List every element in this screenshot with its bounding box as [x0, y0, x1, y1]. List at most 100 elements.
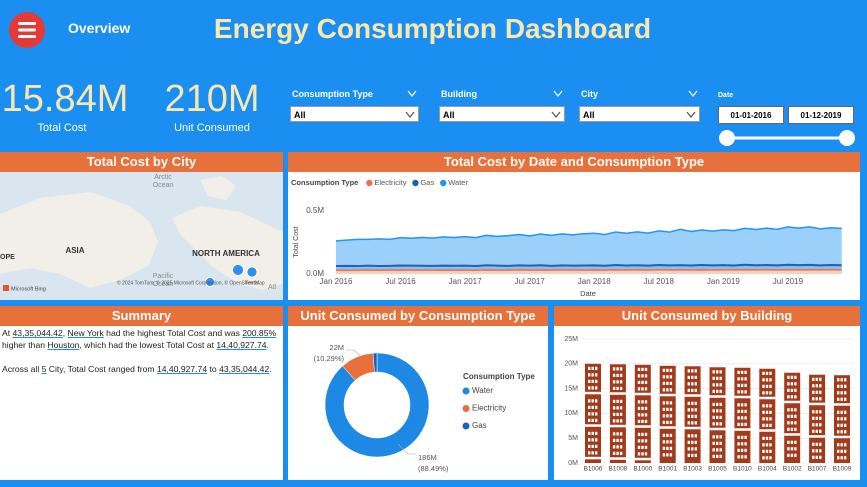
donut-segment: [372, 352, 378, 373]
window: [765, 410, 769, 414]
window: [765, 404, 769, 408]
filter-dropdown[interactable]: All: [439, 106, 565, 122]
building-gap: [609, 424, 626, 428]
bar-panel: Unit Consumed by Building 0M 5M 10M 15M 20M 2…: [554, 306, 860, 480]
summary-text: had the highest Total Cost and was: [103, 328, 243, 338]
window: [840, 397, 843, 401]
window: [641, 387, 644, 391]
window: [840, 384, 843, 388]
summary-value: 5: [41, 364, 47, 374]
window: [765, 391, 769, 395]
window: [740, 416, 744, 420]
building-gap: [659, 426, 676, 429]
window: [595, 373, 598, 377]
nav-overview[interactable]: Overview: [68, 20, 131, 36]
window: [740, 370, 744, 374]
window: [787, 421, 790, 425]
window: [694, 401, 697, 405]
summary-value: 43,35,044.42: [12, 328, 63, 338]
window: [765, 423, 769, 427]
window: [812, 410, 815, 414]
window: [744, 455, 747, 459]
legend-swatch: [462, 387, 470, 395]
window: [769, 417, 772, 421]
window: [719, 376, 722, 380]
window: [737, 448, 740, 452]
date-start[interactable]: 01-01-2016: [718, 106, 784, 124]
window: [790, 388, 794, 392]
area-panel: Total Cost by Date and Consumption Type …: [288, 152, 860, 300]
building-gap: [585, 424, 601, 427]
window: [712, 402, 715, 406]
window: [616, 445, 619, 449]
window: [762, 378, 765, 382]
window: [844, 378, 847, 382]
map-label: Pacific: [153, 273, 174, 280]
x-tick-label: Jan 2019: [707, 277, 740, 286]
window: [819, 455, 822, 459]
window: [588, 412, 591, 416]
window: [694, 453, 697, 457]
window: [737, 442, 740, 446]
window: [794, 375, 797, 379]
summary-panel: Summary At 43,35,044.42, New York had th…: [0, 306, 283, 480]
leader-line: [346, 349, 361, 357]
chevron: [686, 111, 696, 118]
window: [669, 375, 673, 379]
window: [616, 386, 619, 390]
window: [591, 412, 594, 416]
x-tick-label: B1003: [683, 466, 702, 473]
window: [812, 429, 815, 433]
window: [595, 444, 598, 448]
window: [662, 414, 666, 418]
window: [840, 391, 843, 395]
window: [666, 453, 669, 457]
window: [687, 453, 690, 457]
window: [769, 404, 772, 408]
window: [691, 414, 694, 418]
window: [737, 409, 740, 413]
window: [637, 432, 641, 436]
window: [595, 451, 598, 455]
summary-text: .: [269, 364, 272, 374]
date-slider[interactable]: [712, 127, 864, 149]
menu-button[interactable]: [9, 12, 45, 48]
building-gap: [659, 393, 676, 397]
window: [595, 438, 598, 442]
filter-dropdown[interactable]: All: [579, 106, 700, 122]
window: [769, 423, 772, 427]
window: [691, 408, 694, 412]
window: [837, 423, 840, 427]
x-tick-label: B1001: [658, 466, 677, 473]
legend-swatch: [462, 422, 470, 430]
window: [815, 429, 818, 433]
window: [769, 391, 772, 395]
summary-text: At 43,35,044.42, New York had the highes…: [0, 326, 283, 388]
window: [765, 449, 769, 453]
window: [637, 413, 641, 417]
chevron: [551, 111, 561, 118]
filter-dropdown[interactable]: All: [290, 106, 419, 122]
summary-value: New York: [67, 328, 104, 338]
window: [612, 373, 616, 377]
x-tick-label: B1009: [833, 466, 852, 473]
window: [844, 391, 847, 395]
window: [740, 448, 744, 452]
window: [716, 448, 719, 452]
building-gap: [834, 435, 850, 439]
window: [740, 409, 744, 413]
window: [716, 409, 719, 413]
window: [794, 388, 797, 392]
window: [790, 447, 794, 451]
window: [762, 436, 765, 440]
window: [719, 448, 722, 452]
building-gap: [759, 396, 776, 400]
window: [616, 432, 619, 436]
building-gap: [734, 428, 751, 431]
window: [744, 435, 747, 439]
window: [794, 440, 797, 444]
donut-chart: 186M (88.49%) 22M (10.29%) Consumption Type W…: [314, 343, 536, 473]
date-end[interactable]: 01-12-2019: [788, 106, 854, 124]
window: [591, 451, 594, 455]
map-label: ASIA: [65, 246, 84, 255]
